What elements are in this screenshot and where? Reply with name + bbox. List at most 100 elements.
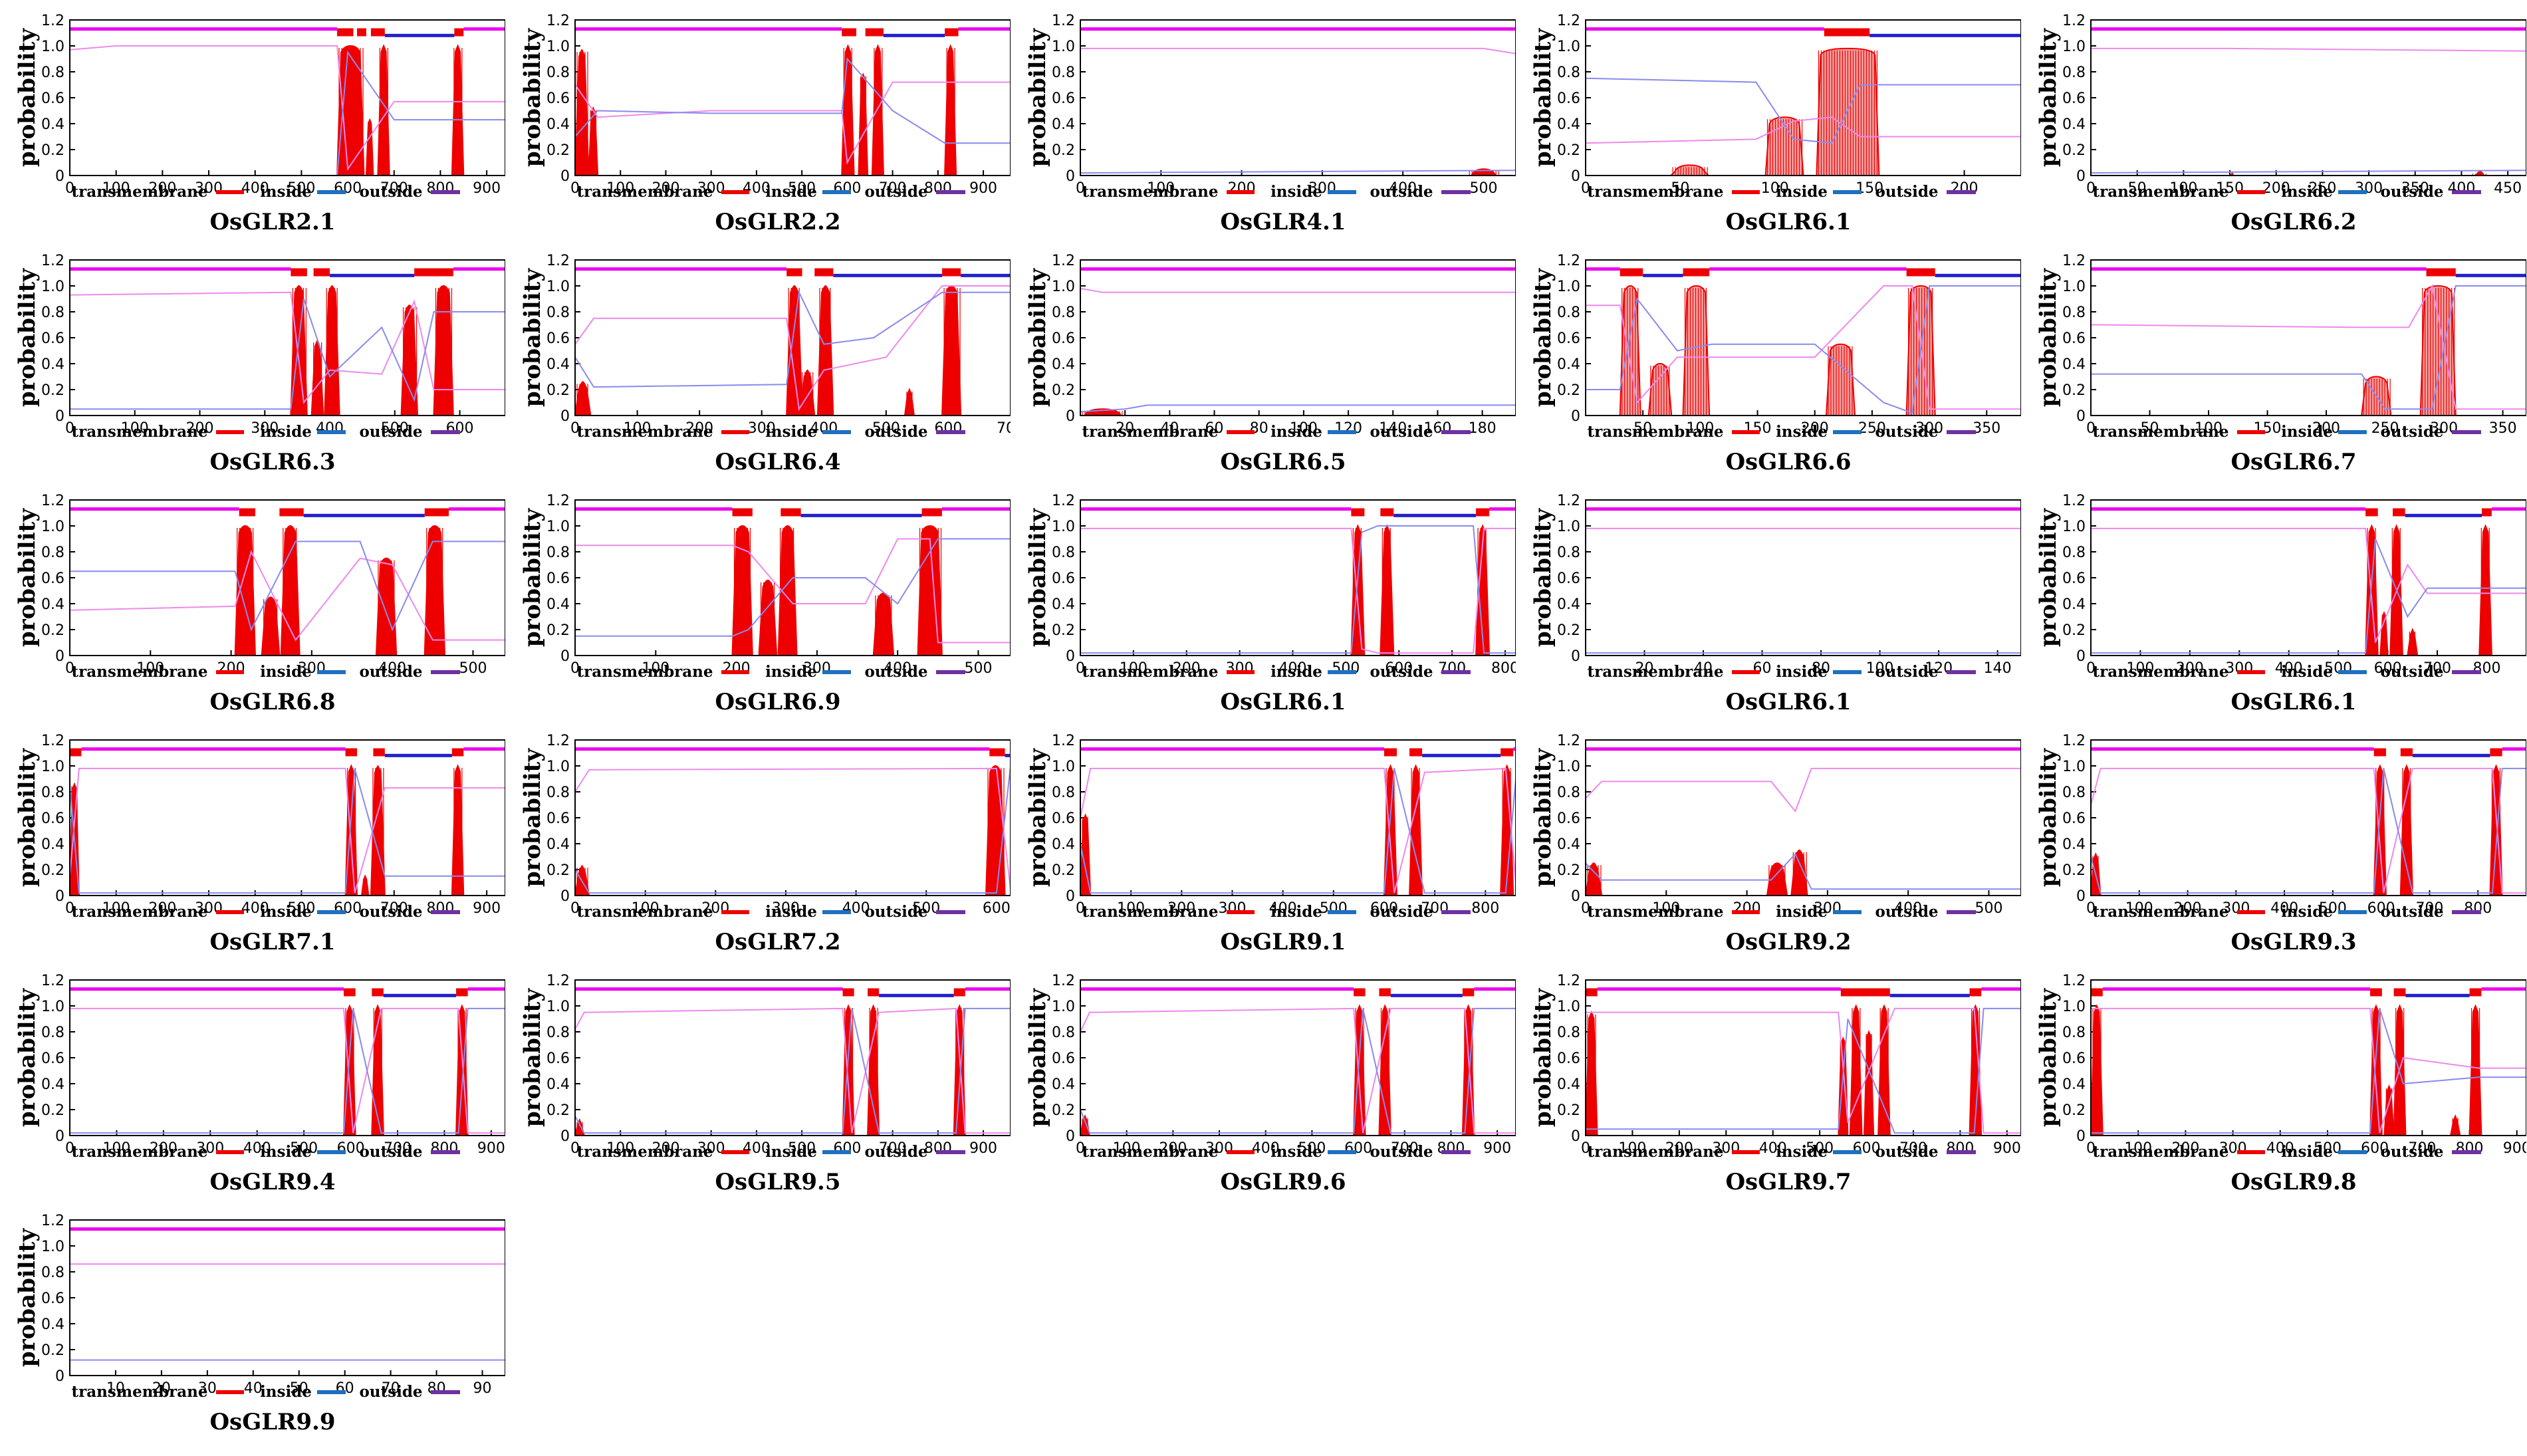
transmembrane-peak: [1081, 813, 1092, 895]
x-tick-label: 100: [2124, 1140, 2152, 1157]
x-tick-label: 400: [1894, 900, 1922, 917]
legend-label-outside: outside: [2380, 903, 2443, 921]
x-tick-label: 0: [570, 180, 580, 197]
transmembrane-peak: [1682, 285, 1711, 415]
plot-frame: [1585, 19, 2021, 176]
x-tick-label: 200: [2312, 420, 2340, 437]
y-tick-label: 0.8: [2062, 304, 2086, 321]
y-axis-label: probability: [519, 28, 546, 167]
x-tick-label: 400: [241, 180, 269, 197]
panel-title: OsGLR6.5: [1220, 449, 1346, 475]
y-tick-label: 1.0: [1052, 759, 1075, 775]
chart-panel: 0 0.2 0.4 0.6 0.8 1.0 1.2 probability 0 100 200 300…: [505, 960, 1011, 1200]
chart-panel: 0 0.2 0.4 0.6 0.8 1.0 1.2 probability 0 100 200 300…: [505, 720, 1011, 960]
x-tick-label: 500: [872, 420, 900, 437]
panel-title: OsGLR6.1: [1725, 209, 1851, 235]
x-tick-label: 800: [1946, 1140, 1974, 1157]
x-tick-label: 600: [983, 900, 1011, 917]
y-tick-label: 1.0: [1052, 519, 1075, 535]
y-tick-label: 0.4: [1052, 1076, 1075, 1093]
y-tick-label: 1.0: [41, 1239, 64, 1255]
panel-title: OsGLR2.2: [715, 209, 840, 235]
y-tick-label: 0.8: [41, 304, 64, 321]
x-tick-label: 0: [570, 900, 580, 917]
x-tick-label: 500: [1332, 660, 1360, 677]
inside-probability-line: [70, 1007, 505, 1134]
y-tick-label: 0.2: [2062, 142, 2086, 159]
panel-title: OsGLR6.1: [1220, 689, 1346, 715]
legend-label-transmembrane: transmembrane: [71, 1143, 207, 1161]
legend-label-outside: outside: [1875, 423, 1938, 441]
x-tick-label: 140: [1379, 420, 1407, 437]
legend-label-outside: outside: [864, 183, 927, 201]
data-layer: [70, 747, 505, 895]
y-tick-label: 0.6: [2062, 1050, 2086, 1067]
inside-probability-line: [2092, 539, 2526, 654]
y-tick-label: 1.2: [41, 493, 64, 509]
legend-label-transmembrane: transmembrane: [1587, 1143, 1723, 1161]
y-tick-label: 0.2: [1557, 862, 1580, 879]
panel-title: OsGLR6.8: [209, 689, 335, 715]
data-layer: [576, 747, 1010, 895]
y-tick-label: 1.2: [546, 253, 570, 269]
x-tick-label: 200: [148, 180, 176, 197]
y-axis-label: probability: [14, 1228, 41, 1367]
x-tick-label: 500: [381, 420, 409, 437]
x-tick-label: 900: [473, 180, 501, 197]
y-tick-label: 0.2: [1557, 142, 1580, 159]
chart-panel: 0 0.2 0.4 0.6 0.8 1.0 1.2 probability 0 100 200 300…: [0, 960, 505, 1200]
x-tick-label: 700: [1391, 1140, 1419, 1157]
y-tick-label: 1.2: [41, 1213, 64, 1229]
x-tick-label: 100: [1618, 1140, 1646, 1157]
y-tick-label: 0.2: [1557, 622, 1580, 639]
y-tick-label: 0.8: [41, 545, 64, 561]
legend-label-transmembrane: transmembrane: [1082, 663, 1218, 681]
outside-probability-line: [1586, 767, 2020, 813]
y-axis-label: probability: [1530, 268, 1556, 407]
x-tick-label: 0: [570, 420, 580, 437]
x-tick-label: 900: [2503, 1140, 2526, 1157]
x-tick-label: 100: [2125, 900, 2153, 917]
y-tick-label: 1.0: [41, 759, 64, 775]
x-tick-label: 800: [2464, 900, 2492, 917]
x-tick-label: 700: [384, 1140, 412, 1157]
transmembrane-peak: [2223, 172, 2241, 175]
x-tick-label: 400: [2266, 1140, 2294, 1157]
legend-label-inside: inside: [1776, 423, 1828, 441]
y-tick-label: 0.2: [546, 1102, 570, 1119]
legend-label-outside: outside: [359, 903, 422, 921]
x-tick-label: 200: [1228, 180, 1256, 197]
x-tick-label: 800: [426, 180, 454, 197]
y-tick-label: 0.6: [41, 90, 64, 107]
y-tick-label: 0: [560, 648, 570, 665]
y-tick-label: 0: [2076, 1128, 2086, 1145]
legend-label-inside: inside: [765, 1143, 817, 1161]
plot-frame: [69, 739, 505, 896]
legend-label-inside: inside: [765, 903, 817, 921]
inside-probability-line: [1081, 768, 1515, 894]
legend-label-inside: inside: [1270, 423, 1322, 441]
legend-label-transmembrane: transmembrane: [576, 183, 713, 201]
inside-probability-line: [70, 541, 505, 632]
legend-label-transmembrane: transmembrane: [1082, 903, 1218, 921]
panel-title: OsGLR6.4: [715, 449, 840, 475]
y-tick-label: 1.2: [1052, 253, 1075, 269]
inside-probability-line: [1586, 852, 2020, 890]
y-tick-label: 0: [1571, 648, 1580, 665]
panel-title: OsGLR9.2: [1725, 929, 1851, 955]
y-tick-label: 1.0: [546, 519, 570, 535]
y-tick-label: 1.2: [41, 253, 64, 269]
legend-label-outside: outside: [2380, 183, 2443, 201]
x-tick-label: 500: [912, 900, 940, 917]
y-tick-label: 1.2: [546, 13, 570, 29]
x-tick-label: 200: [186, 420, 214, 437]
panel-title: OsGLR6.9: [715, 689, 840, 715]
y-axis-label: probability: [1024, 988, 1051, 1127]
panel-title: OsGLR9.1: [1220, 929, 1346, 955]
